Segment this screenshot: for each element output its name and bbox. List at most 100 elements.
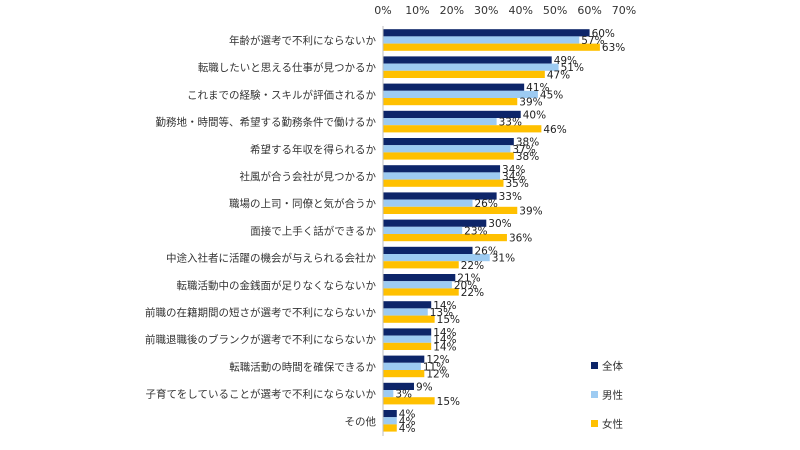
data-label: 46% [543,124,566,136]
bar [383,199,473,207]
bar [383,36,580,44]
category-label: 社風が合う会社が見つかるか [240,170,377,183]
category-labels: 年齢が選考で不利にならないか転職したいと思える仕事が見つかるかこれまでの経験・ス… [145,34,376,428]
legend-label: 男性 [602,389,623,402]
bar [383,335,432,343]
bar [383,301,432,309]
bar [383,172,501,180]
x-tick-label: 40% [508,4,532,17]
data-label: 39% [519,97,542,109]
data-label: 51% [561,62,584,74]
bar [383,56,552,64]
data-label: 20% [454,280,477,292]
bar [383,288,459,296]
bar [383,192,497,200]
data-label: 34% [502,171,525,183]
data-label: 41% [526,82,549,94]
data-label: 33% [499,191,522,203]
x-axis-ticks: 0% 10% 20% 30% 40% 50% 60% 70% [374,4,636,17]
data-label: 4% [399,409,416,421]
bar [383,274,456,282]
bar [383,90,538,98]
bar [383,110,521,118]
bar [383,410,397,418]
data-label: 60% [592,28,615,40]
data-label: 38% [516,151,539,163]
data-label: 26% [475,245,498,257]
legend-swatch [591,362,598,369]
data-label: 37% [512,144,535,156]
data-label: 33% [499,117,522,129]
bar [383,424,397,432]
bar [383,43,600,51]
bar [383,206,518,214]
bar [383,328,432,336]
data-label: 57% [581,35,604,47]
bar [383,98,518,106]
bar [383,125,542,133]
data-label: 13% [430,307,453,319]
legend-label: 全体 [602,360,623,373]
bar [383,382,414,390]
data-label: 9% [416,381,433,393]
data-label: 45% [540,89,563,101]
bar [383,145,511,153]
x-tick-label: 70% [612,4,636,17]
bar [383,234,507,242]
data-label: 22% [461,260,484,272]
data-label: 14% [433,327,456,339]
bar [383,226,463,234]
data-label: 47% [547,69,570,81]
data-label: 14% [433,341,456,353]
x-tick-label: 20% [440,4,464,17]
bar [383,83,525,91]
bar [383,342,432,350]
category-label: 前職退職後のブランクが選考で不利にならないか [145,333,376,346]
data-label: 15% [437,314,460,326]
category-label: 年齢が選考で不利にならないか [229,34,376,47]
data-label: 31% [492,253,515,265]
category-label: 勤務地・時間等、希望する勤務条件で働けるか [156,116,377,129]
category-label: 職場の上司・同僚と気が合うか [229,197,376,210]
bar [383,417,397,425]
data-label: 63% [602,42,625,54]
legend-swatch [591,391,598,398]
bar [383,138,514,146]
data-label: 39% [519,205,542,217]
bar [383,70,545,78]
data-label: 38% [516,137,539,149]
bar [383,281,452,289]
bar [383,254,490,262]
data-label: 35% [506,178,529,190]
x-tick-label: 50% [543,4,567,17]
data-label: 4% [399,416,416,428]
bar [383,165,501,173]
category-label: 希望する年収を得られるか [250,143,376,156]
category-label: 子育てをしていることが選考で不利にならないか [146,388,377,401]
data-label: 23% [464,225,487,237]
category-label: 転職活動中の金銭面が足りなくならないか [177,279,377,292]
x-tick-label: 10% [405,4,429,17]
category-label: 転職したいと思える仕事が見つかるか [198,61,377,74]
bar [383,152,514,160]
bar [383,246,473,254]
x-tick-label: 0% [374,4,391,17]
data-label: 14% [433,300,456,312]
data-label: 49% [554,55,577,67]
bars [383,29,600,432]
data-label: 21% [457,273,480,285]
category-label: 中途入社者に活躍の機会が与えられる会社か [166,252,376,265]
data-label: 26% [475,198,498,210]
value-labels: 60%57%63%49%51%47%41%45%39%40%33%46%38%3… [395,28,625,435]
category-label: 転職活動の時間を確保できるか [229,360,376,373]
bar [383,362,421,370]
data-label: 34% [502,164,525,176]
legend-swatch [591,420,598,427]
x-tick-label: 60% [577,4,601,17]
data-label: 12% [426,354,449,366]
data-label: 30% [488,218,511,230]
bar [383,355,425,363]
data-label: 4% [399,423,416,435]
